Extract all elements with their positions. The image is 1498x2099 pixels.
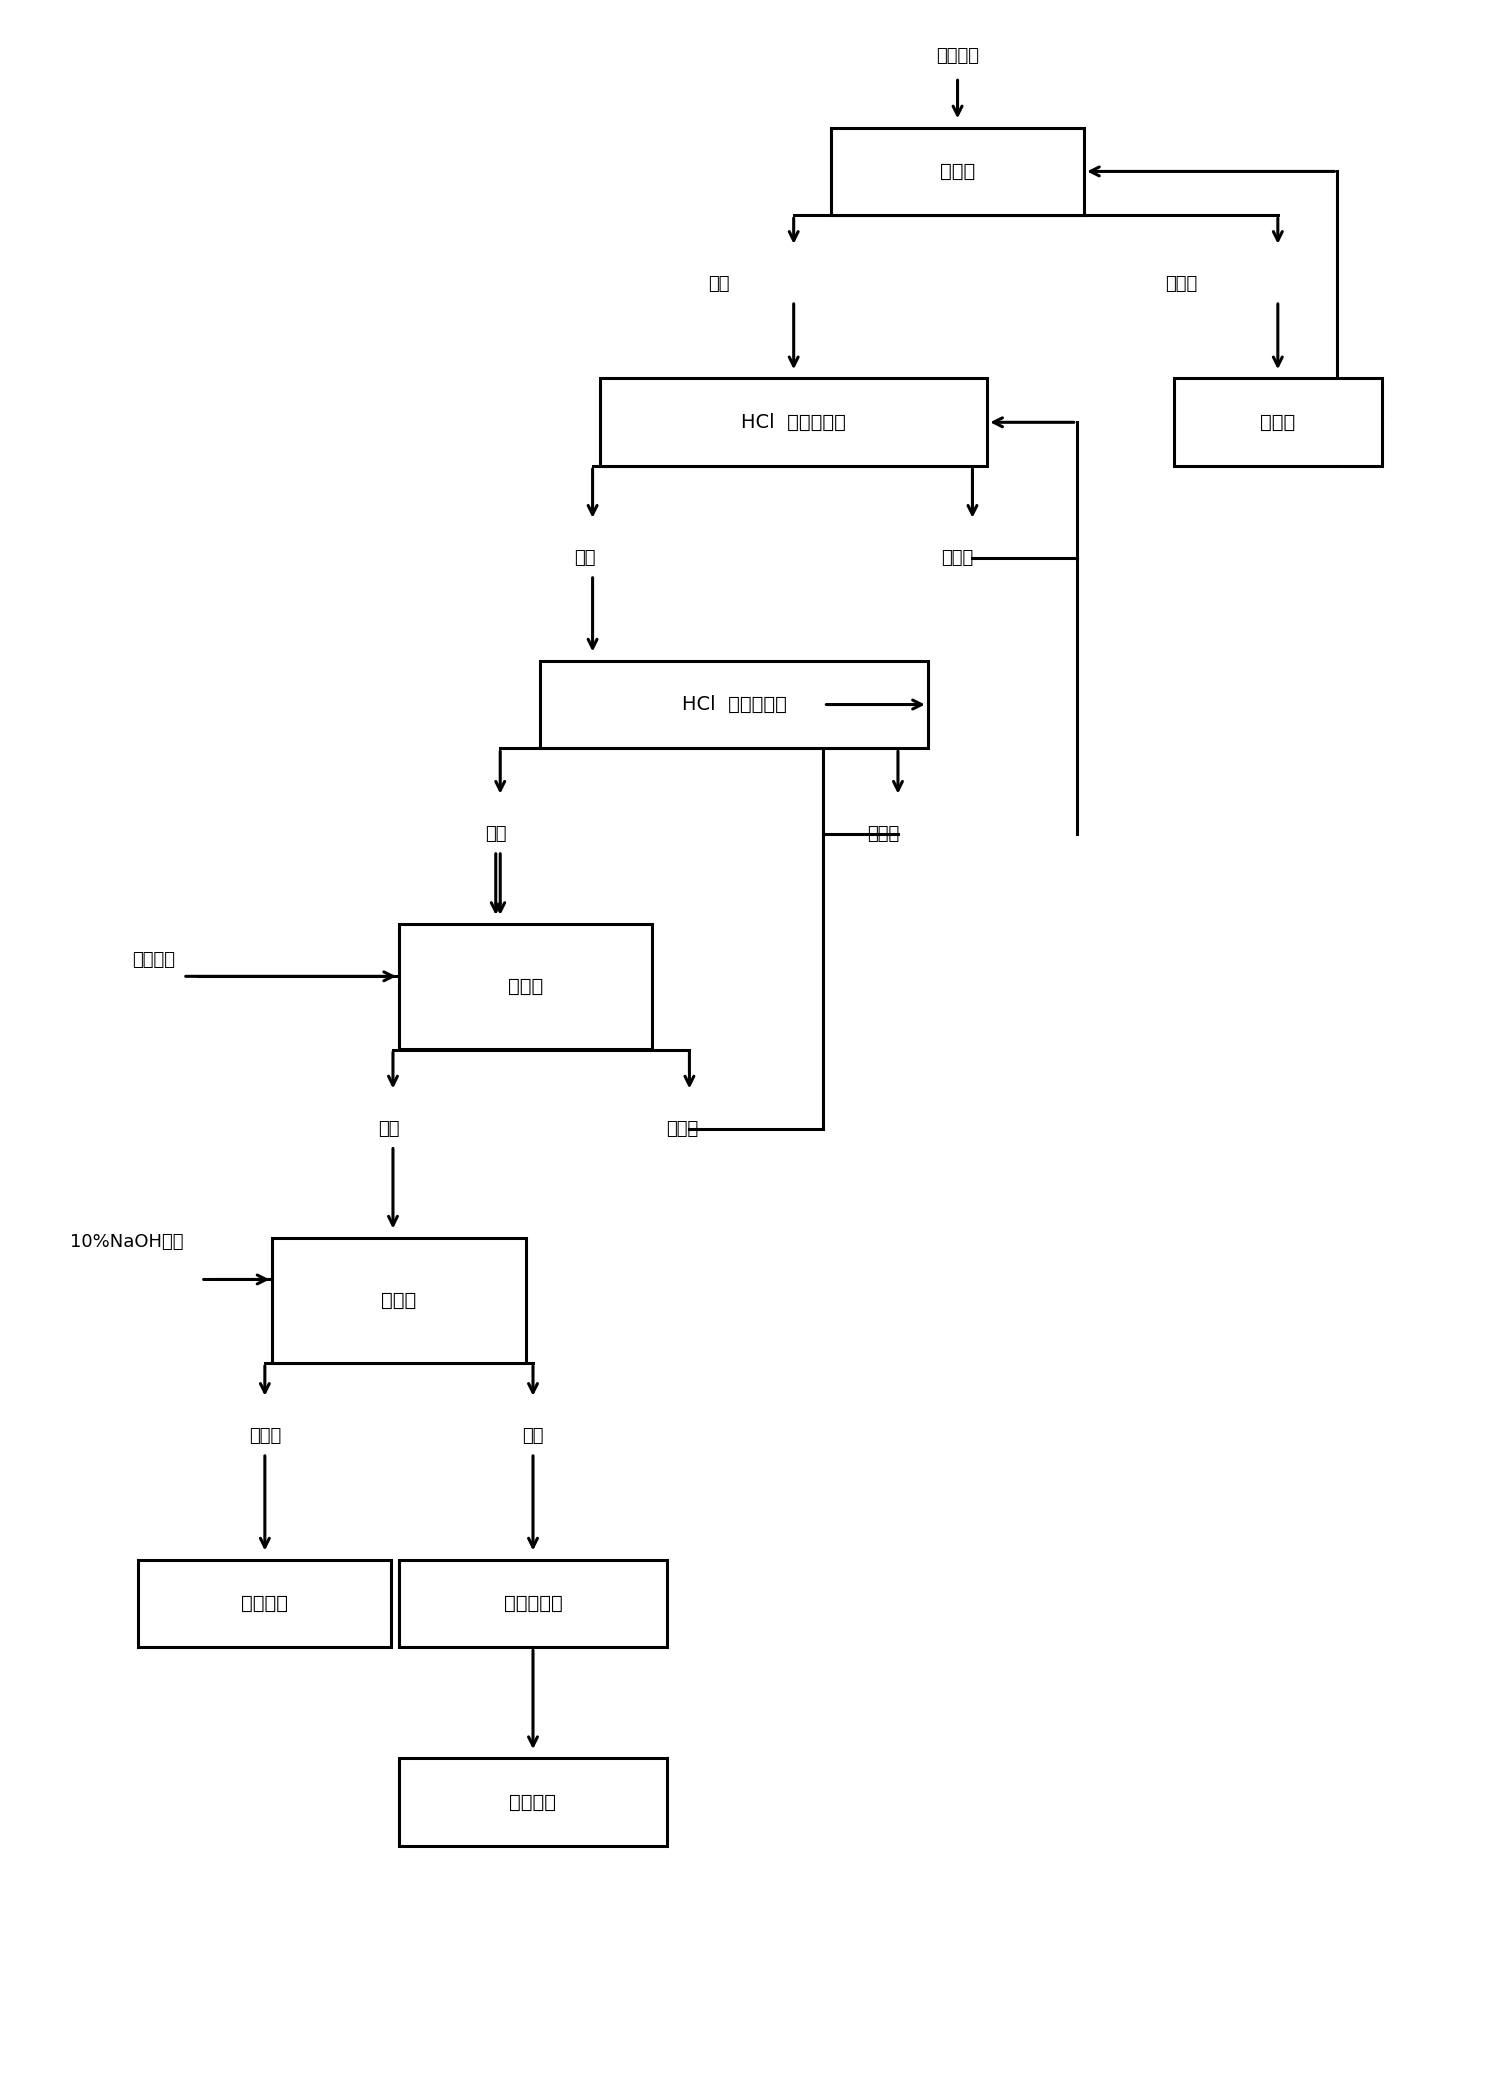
Text: 达标排放: 达标排放 [509, 1793, 556, 1811]
Bar [273, 1238, 526, 1362]
Bar [398, 1560, 667, 1648]
Bar [1173, 378, 1383, 466]
Bar [398, 924, 652, 1050]
Text: 激冷塔: 激冷塔 [939, 162, 975, 181]
Text: HCl  一级吸收器: HCl 一级吸收器 [742, 414, 846, 432]
Text: 尾气: 尾气 [709, 275, 730, 294]
Text: 污水处理: 污水处理 [241, 1593, 288, 1612]
Text: 吸收液: 吸收液 [249, 1427, 282, 1446]
Text: 洗气塔: 洗气塔 [508, 978, 544, 997]
Text: 气液分离器: 气液分离器 [503, 1593, 562, 1612]
Text: 稀盐酸: 稀盐酸 [1260, 414, 1296, 432]
Text: 吸收液: 吸收液 [941, 550, 974, 567]
Text: 碱洗塔: 碱洗塔 [382, 1291, 416, 1310]
Bar [541, 661, 927, 749]
Text: 尾气: 尾气 [377, 1121, 400, 1138]
Bar [138, 1560, 391, 1648]
Bar [831, 128, 1085, 216]
Text: 吸收液: 吸收液 [1165, 275, 1197, 294]
Text: 吸收液: 吸收液 [665, 1121, 698, 1138]
Bar [398, 1759, 667, 1845]
Text: 10%NaOH溶液: 10%NaOH溶液 [69, 1232, 183, 1251]
Text: 吸收液: 吸收液 [867, 825, 899, 844]
Text: 尾气: 尾气 [485, 825, 506, 844]
Text: 尾气: 尾气 [574, 550, 596, 567]
Text: 工业用水: 工业用水 [132, 951, 175, 968]
Text: 尾气: 尾气 [523, 1427, 544, 1446]
Bar [601, 378, 987, 466]
Text: HCl  二级吸收器: HCl 二级吸收器 [682, 695, 786, 714]
Text: 热解尾气: 热解尾气 [936, 48, 980, 65]
